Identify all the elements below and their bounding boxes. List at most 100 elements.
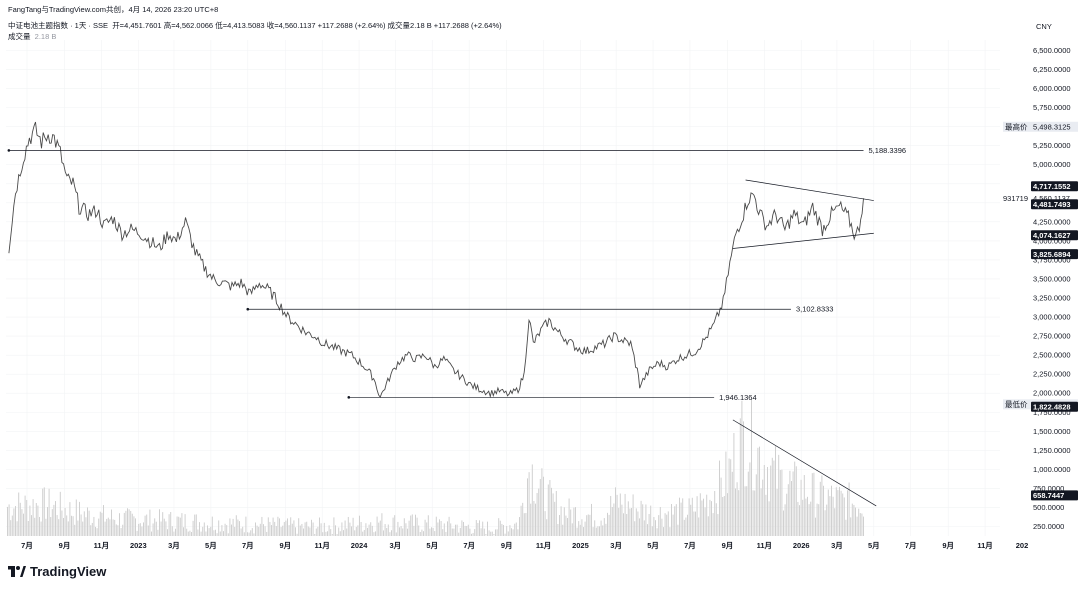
- horizontal-level-handle[interactable]: [347, 396, 351, 399]
- volume-bar: [376, 516, 378, 536]
- volume-bar: [603, 518, 605, 536]
- volume-bar: [39, 516, 40, 536]
- volume-bar: [840, 490, 842, 536]
- volume-bar: [357, 525, 359, 536]
- volume-bar: [429, 528, 431, 536]
- volume-bar: [802, 499, 804, 536]
- volume-bar: [634, 521, 636, 536]
- time-axis-tick-label: 3月: [610, 541, 622, 550]
- volume-bar: [146, 514, 148, 536]
- time-axis-tick-label: 3月: [831, 541, 843, 550]
- volume-bar: [571, 523, 573, 536]
- volume-bar: [744, 486, 746, 536]
- volume-bar: [106, 518, 108, 536]
- volume-bar: [695, 511, 696, 536]
- volume-bar: [176, 516, 178, 536]
- tradingview-logo-text: TradingView: [30, 564, 107, 579]
- price-axis-tick-label: 6,500.0000: [1033, 46, 1071, 55]
- horizontal-level-handle[interactable]: [246, 307, 250, 311]
- volume-bar: [151, 531, 152, 536]
- symbol-name[interactable]: 中证电池主题指数 · 1天 · SSE: [8, 21, 109, 30]
- volume-bar: [760, 488, 762, 536]
- volume-bar: [575, 507, 576, 536]
- volume-bar: [624, 493, 626, 536]
- trend-line[interactable]: [732, 419, 877, 507]
- volume-bar: [607, 512, 608, 536]
- volume-bar: [421, 529, 423, 536]
- volume-bar: [114, 519, 116, 536]
- price-axis-badge-prefix: 最高价: [1005, 121, 1028, 131]
- volume-bar: [626, 513, 628, 536]
- volume-bar: [333, 517, 335, 536]
- volume-bar: [647, 524, 648, 536]
- price-axis-badge-text: 4,074.1627: [1033, 231, 1071, 240]
- volume-bar: [234, 526, 236, 536]
- volume-bar: [845, 519, 847, 536]
- volume-legend[interactable]: 成交量 2.18 B: [8, 31, 56, 42]
- volume-bar: [152, 523, 154, 536]
- time-axis-tick-label: 2023: [130, 541, 147, 550]
- price-series-line: [8, 121, 864, 399]
- volume-bar: [499, 520, 501, 536]
- volume-bar: [453, 528, 455, 536]
- volume-bar: [738, 490, 740, 536]
- volume-bar: [287, 518, 288, 536]
- volume-bar: [77, 520, 79, 536]
- time-axis-tick-label: 9月: [942, 541, 954, 550]
- volume-bar: [200, 531, 202, 536]
- volume-bar: [815, 517, 816, 536]
- volume-bar: [858, 508, 860, 536]
- volume-bar: [797, 501, 799, 536]
- volume-bar: [119, 513, 120, 536]
- price-axis-tick-label: 6,000.0000: [1033, 84, 1071, 93]
- volume-bar: [63, 517, 64, 536]
- volume-bar: [848, 482, 850, 536]
- volume-label: 成交量: [8, 32, 31, 41]
- trend-line[interactable]: [732, 232, 874, 249]
- volume-bar: [618, 507, 620, 536]
- volume-bar: [392, 517, 394, 536]
- volume-bar: [319, 517, 320, 536]
- horizontal-level-handle[interactable]: [7, 149, 11, 152]
- volume-bar: [496, 529, 498, 536]
- volume-bar: [720, 477, 722, 536]
- volume-bar: [861, 513, 863, 536]
- volume-bar: [347, 516, 349, 536]
- volume-bar: [359, 515, 360, 536]
- volume-bar: [448, 516, 450, 536]
- volume-bar: [439, 519, 440, 536]
- volume-bar: [258, 526, 260, 536]
- volume-bar: [75, 499, 77, 536]
- volume-bar: [218, 520, 220, 536]
- time-axis-tick-label: 5月: [205, 541, 217, 550]
- volume-bar: [523, 513, 525, 536]
- volume-bar: [813, 472, 815, 536]
- volume-bar: [283, 522, 285, 536]
- volume-bar: [160, 521, 162, 536]
- volume-bar: [461, 520, 463, 536]
- volume-bar: [186, 528, 188, 536]
- price-axis-tick-label: 3,250.0000: [1033, 294, 1071, 303]
- volume-bar: [123, 512, 125, 536]
- volume-bar: [282, 525, 284, 536]
- volume-bar: [615, 487, 616, 536]
- volume-bar: [362, 531, 364, 536]
- price-axis-tick-label: 1,750.0000: [1033, 408, 1071, 417]
- trend-line[interactable]: [745, 179, 874, 201]
- volume-bar: [778, 454, 780, 536]
- volume-bar: [794, 461, 796, 536]
- volume-bar: [827, 489, 829, 536]
- time-axis-tick-label: 3月: [168, 541, 180, 550]
- volume-bar: [179, 517, 181, 536]
- volume-bar: [850, 517, 852, 536]
- tradingview-logo[interactable]: TradingView: [8, 564, 106, 579]
- volume-bar: [11, 515, 13, 536]
- volume-bar: [250, 530, 252, 536]
- volume-bar: [688, 498, 690, 536]
- time-axis-tick-label: 11月: [757, 541, 772, 550]
- volume-bar: [64, 507, 66, 536]
- volume-bar: [464, 525, 466, 536]
- volume-bar: [194, 514, 196, 536]
- volume-bar: [178, 516, 180, 536]
